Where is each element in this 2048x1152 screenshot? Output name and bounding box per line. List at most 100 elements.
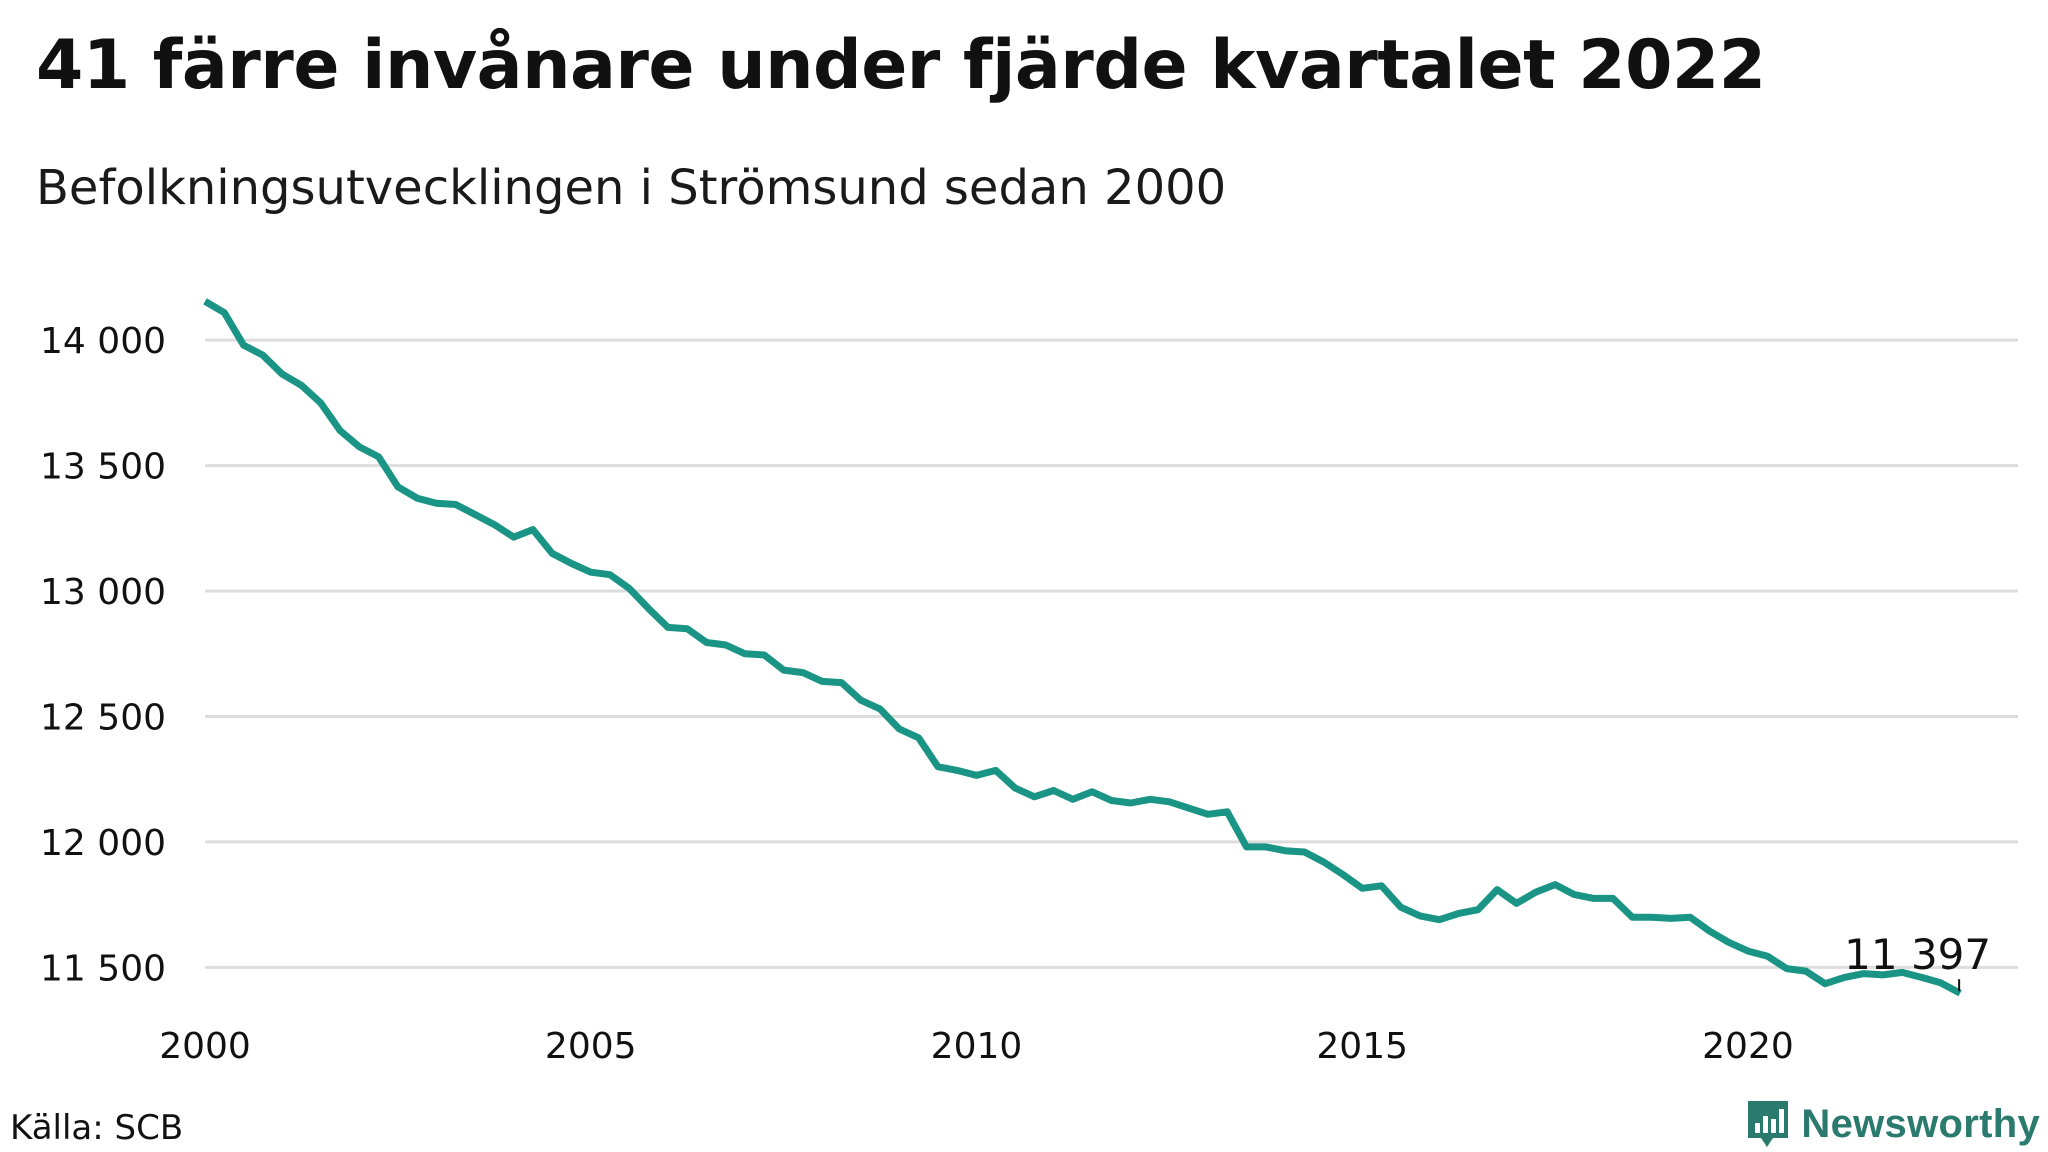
data-point <box>1706 928 1713 935</box>
data-point <box>375 453 382 460</box>
data-point <box>1378 882 1385 889</box>
data-point <box>684 625 691 632</box>
last-value-label: 11 397 <box>1844 930 1991 979</box>
data-point <box>799 669 806 676</box>
data-point <box>587 569 594 576</box>
data-point <box>1667 915 1674 922</box>
data-point <box>1301 849 1308 856</box>
data-point <box>1147 796 1154 803</box>
data-point <box>1320 859 1327 866</box>
data-point <box>742 650 749 657</box>
data-point <box>549 550 556 557</box>
x-tick-label: 2005 <box>545 1026 637 1067</box>
brand-name: Newsworthy <box>1801 1101 2040 1146</box>
y-tick-label: 11 500 <box>40 948 166 989</box>
chart-title: 41 färre invånare under fjärde kvartalet… <box>36 26 1766 105</box>
data-point <box>1417 912 1424 919</box>
data-point <box>1822 980 1829 987</box>
y-axis-tick-labels: 14 000 13 500 13 000 12 500 12 000 11 500 <box>40 321 166 989</box>
y-tick-label: 13 000 <box>40 572 166 613</box>
data-point <box>915 734 922 741</box>
bar-chart-speech-bubble-icon <box>1748 1101 1789 1147</box>
data-point <box>934 763 941 770</box>
data-point <box>819 678 826 685</box>
data-point <box>394 483 401 490</box>
x-tick-label: 2020 <box>1702 1026 1794 1067</box>
data-point <box>1764 953 1771 960</box>
y-tick-label: 12 000 <box>40 823 166 864</box>
chart-subtitle: Befolkningsutvecklingen i Strömsund seda… <box>36 160 1227 216</box>
data-point <box>1783 965 1790 972</box>
x-tick-label: 2010 <box>931 1026 1023 1067</box>
data-point <box>1282 847 1289 854</box>
y-tick-label: 12 500 <box>40 697 166 738</box>
data-point <box>356 443 363 450</box>
data-point <box>259 352 266 359</box>
data-point <box>607 571 614 578</box>
data-point <box>1127 800 1134 807</box>
data-point <box>337 427 344 434</box>
data-point <box>240 342 247 349</box>
data-point <box>1012 785 1019 792</box>
data-point <box>317 399 324 406</box>
data-point <box>1436 916 1443 923</box>
data-point <box>472 511 479 518</box>
data-point <box>838 679 845 686</box>
data-point <box>1397 904 1404 911</box>
data-point <box>896 726 903 733</box>
data-point <box>877 706 884 713</box>
y-tick-label: 13 500 <box>40 447 166 488</box>
source-label: Källa: SCB <box>10 1108 184 1148</box>
data-point <box>626 585 633 592</box>
data-point <box>1552 881 1559 888</box>
data-point <box>202 298 209 305</box>
data-point <box>1455 910 1462 917</box>
data-point <box>722 642 729 649</box>
data-point <box>645 605 652 612</box>
data-point <box>1610 895 1617 902</box>
data-point <box>1224 808 1231 815</box>
annotations: 11 397 <box>1844 930 1991 992</box>
data-point <box>1166 798 1173 805</box>
line-chart: 14 000 13 500 13 000 12 500 12 000 11 500 200… <box>40 298 2018 1067</box>
data-point <box>510 534 517 541</box>
data-point <box>1629 914 1636 921</box>
data-point <box>857 697 864 704</box>
data-point <box>992 767 999 774</box>
data-point <box>1532 889 1539 896</box>
data-point <box>279 371 286 378</box>
data-point <box>1069 796 1076 803</box>
data-point <box>1571 891 1578 898</box>
data-point <box>452 501 459 508</box>
series-line <box>203 298 1962 997</box>
data-point <box>1590 895 1597 902</box>
data-point <box>954 767 961 774</box>
y-tick-label: 14 000 <box>40 321 166 362</box>
data-point <box>1687 914 1694 921</box>
data-point <box>1185 805 1192 812</box>
series-layer <box>203 298 1962 997</box>
data-point <box>664 624 671 631</box>
data-point <box>414 495 421 502</box>
data-point <box>221 309 228 316</box>
data-point <box>1089 788 1096 795</box>
data-point <box>703 639 710 646</box>
data-point <box>1339 871 1346 878</box>
x-tick-label: 2015 <box>1316 1026 1408 1067</box>
data-point <box>1359 885 1366 892</box>
gridlines <box>205 338 2018 969</box>
data-points <box>202 298 1964 997</box>
data-point <box>1204 811 1211 818</box>
data-point <box>1494 886 1501 893</box>
data-point <box>973 772 980 779</box>
data-point <box>1262 843 1269 850</box>
data-point <box>1745 948 1752 955</box>
data-point <box>1108 797 1115 804</box>
data-point <box>491 521 498 528</box>
data-point <box>780 667 787 674</box>
data-point <box>1725 939 1732 946</box>
x-axis-tick-labels: 2000 2005 2010 2015 2020 <box>159 1026 1794 1067</box>
x-tick-label: 2000 <box>159 1026 251 1067</box>
data-point <box>1513 900 1520 907</box>
brand-logo[interactable]: Newsworthy <box>1745 1098 2040 1150</box>
